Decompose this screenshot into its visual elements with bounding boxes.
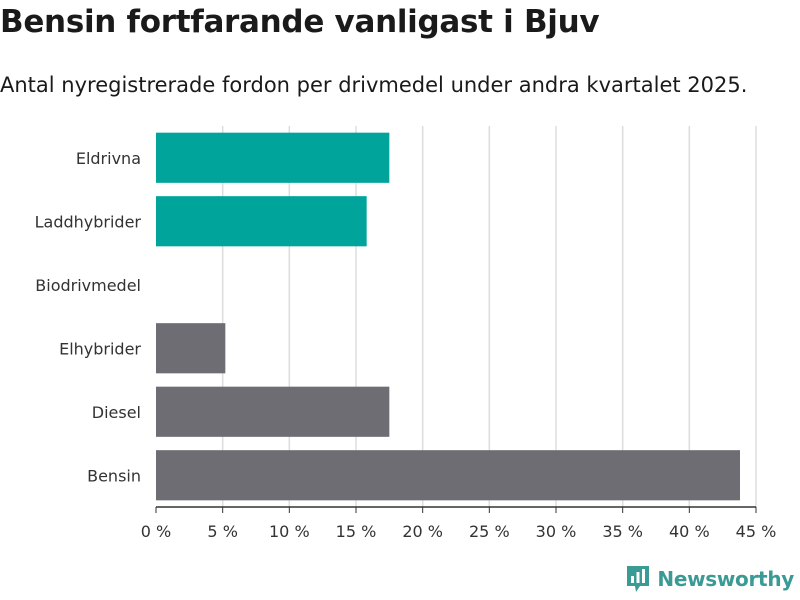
category-label: Laddhybrider	[35, 212, 142, 231]
bars	[156, 132, 740, 501]
x-tick-label: 15 %	[336, 522, 377, 541]
category-label: Biodrivmedel	[35, 276, 141, 295]
newsworthy-logo-icon	[627, 566, 650, 592]
category-label: Diesel	[92, 403, 141, 422]
category-labels: Eldrivna Laddhybrider Biodrivmedel Elhybrid…	[35, 149, 142, 486]
bar-bensin	[156, 450, 740, 501]
grid-lines	[221, 126, 757, 507]
x-tick-label: 35 %	[602, 522, 643, 541]
x-tick-label: 30 %	[536, 522, 577, 541]
category-label: Elhybrider	[59, 339, 141, 358]
x-tick-label: 10 %	[269, 522, 310, 541]
x-tick-label: 5 %	[207, 522, 237, 541]
chart-title: Bensin fortfarande vanligast i Bjuv	[0, 4, 600, 40]
bar-eldrivna	[156, 132, 390, 183]
newsworthy-logo-text: Newsworthy	[657, 567, 794, 591]
bar-laddhybrider	[156, 196, 367, 247]
category-label: Eldrivna	[76, 149, 141, 168]
bar-elhybrider	[156, 323, 226, 374]
x-tick-label: 0 %	[141, 522, 171, 541]
x-tick-label: 40 %	[669, 522, 710, 541]
x-axis: 0 % 5 % 10 % 15 % 20 % 25 % 30 % 35 % 40 % 45 %	[141, 506, 777, 541]
x-tick-label: 25 %	[469, 522, 510, 541]
x-tick-label: 45 %	[736, 522, 777, 541]
chart-subtitle: Antal nyregistrerade fordon per drivmede…	[0, 73, 748, 97]
bar-diesel	[156, 386, 390, 437]
newsworthy-logo: Newsworthy	[625, 564, 794, 594]
category-label: Bensin	[87, 466, 141, 485]
x-tick-label: 20 %	[402, 522, 443, 541]
